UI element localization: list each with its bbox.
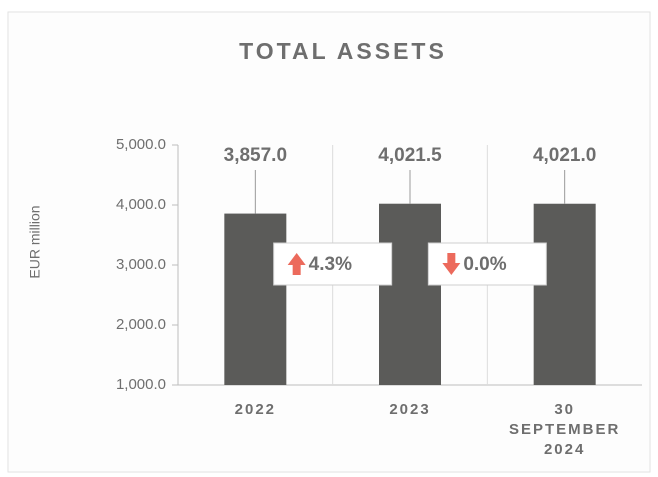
- x-tick-label-line: SEPTEMBER: [509, 421, 620, 438]
- y-tick-label: 5,000.0: [116, 136, 166, 153]
- y-axis-label: EUR million: [27, 205, 43, 278]
- y-tick-label: 2,000.0: [116, 316, 166, 333]
- y-tick-label: 3,000.0: [116, 256, 166, 273]
- y-tick-label: 1,000.0: [116, 376, 166, 393]
- bar: [533, 203, 596, 385]
- data-label: 3,857.0: [224, 145, 287, 166]
- bar: [379, 203, 441, 385]
- data-label: 4,021.0: [533, 145, 596, 166]
- change-arrow: [287, 253, 306, 275]
- chart-title: TOTAL ASSETS: [239, 38, 447, 64]
- x-tick-label: 30 SEPTEMBER 2024: [509, 401, 620, 458]
- x-tick-label: 2022: [235, 401, 276, 418]
- change-arrow: [442, 253, 461, 275]
- change-label: 4.3%: [309, 254, 352, 275]
- x-tick-label-line: 2024: [544, 441, 585, 458]
- bar: [224, 213, 287, 385]
- change-label: 0.0%: [463, 254, 506, 275]
- y-tick-label: 4,000.0: [116, 196, 166, 213]
- x-tick-label-line: 30: [554, 401, 575, 418]
- data-label: 4,021.5: [378, 145, 442, 166]
- x-tick-label: 2023: [389, 401, 430, 418]
